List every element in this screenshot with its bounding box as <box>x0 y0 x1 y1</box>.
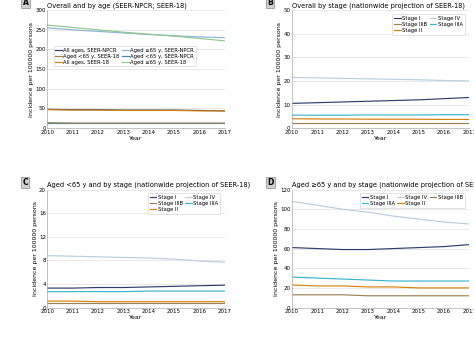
Legend: Stage I, Stage IIIB, Stage II, Stage IV, Stage IIIA: Stage I, Stage IIIB, Stage II, Stage IV,… <box>148 193 220 214</box>
Legend: Stage I, Stage IIIB, Stage II, Stage IV, Stage IIIA: Stage I, Stage IIIB, Stage II, Stage IV,… <box>392 14 465 34</box>
Legend: All ages, SEER-NPCR, Aged <65 y, SEER-18, All ages, SEER-18, Aged ≥65 y, SEER-NP: All ages, SEER-NPCR, Aged <65 y, SEER-18… <box>54 46 196 67</box>
X-axis label: Year: Year <box>129 315 143 320</box>
Text: Aged <65 y and by stage (nationwide projection of SEER-18): Aged <65 y and by stage (nationwide proj… <box>47 182 251 188</box>
Text: A: A <box>23 0 28 7</box>
Y-axis label: Incidence per 100000 persons: Incidence per 100000 persons <box>33 201 37 296</box>
Y-axis label: Incidence per 100000 persons: Incidence per 100000 persons <box>277 22 282 117</box>
Text: C: C <box>23 178 28 187</box>
Y-axis label: Incidence per 100000 persons: Incidence per 100000 persons <box>29 22 34 117</box>
Text: Overall and by age (SEER-NPCR; SEER-18): Overall and by age (SEER-NPCR; SEER-18) <box>47 2 187 9</box>
Y-axis label: Incidence per 100000 persons: Incidence per 100000 persons <box>273 201 279 296</box>
X-axis label: Year: Year <box>129 136 143 141</box>
Legend: Stage I, Stage IIIA, Stage IV, Stage II, Stage IIIB: Stage I, Stage IIIA, Stage IV, Stage II,… <box>360 193 465 208</box>
Text: D: D <box>267 178 273 187</box>
Text: B: B <box>267 0 273 7</box>
X-axis label: Year: Year <box>374 315 387 320</box>
Text: Aged ≥65 y and by stage (nationwide projection of SEER-18): Aged ≥65 y and by stage (nationwide proj… <box>292 182 474 188</box>
X-axis label: Year: Year <box>374 136 387 141</box>
Text: Overall by stage (nationwide projection of SEER-18): Overall by stage (nationwide projection … <box>292 2 465 9</box>
